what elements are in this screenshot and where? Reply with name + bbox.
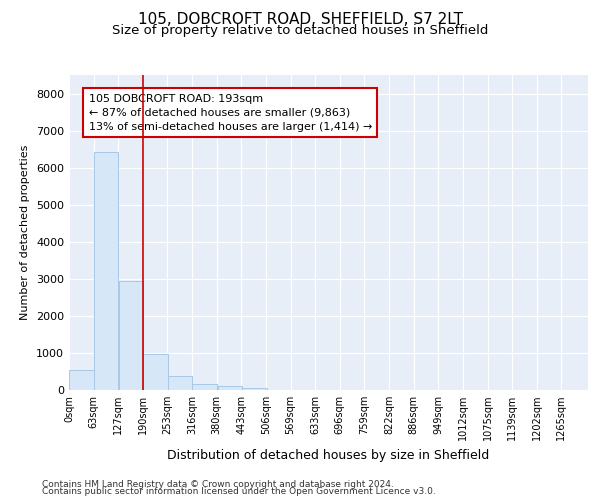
Bar [143,354,168,390]
Bar [94,152,118,390]
Bar [119,281,143,390]
Text: Contains public sector information licensed under the Open Government Licence v3: Contains public sector information licen… [42,487,436,496]
Bar [242,388,267,390]
Bar [218,386,242,390]
Bar [193,384,217,390]
Text: Contains HM Land Registry data © Crown copyright and database right 2024.: Contains HM Land Registry data © Crown c… [42,480,394,489]
Y-axis label: Number of detached properties: Number of detached properties [20,145,31,320]
Text: 105, DOBCROFT ROAD, SHEFFIELD, S7 2LT: 105, DOBCROFT ROAD, SHEFFIELD, S7 2LT [137,12,463,28]
Bar [69,370,94,390]
Text: Size of property relative to detached houses in Sheffield: Size of property relative to detached ho… [112,24,488,37]
Text: 105 DOBCROFT ROAD: 193sqm
← 87% of detached houses are smaller (9,863)
13% of se: 105 DOBCROFT ROAD: 193sqm ← 87% of detac… [89,94,372,132]
Bar [168,376,193,390]
X-axis label: Distribution of detached houses by size in Sheffield: Distribution of detached houses by size … [167,448,490,462]
